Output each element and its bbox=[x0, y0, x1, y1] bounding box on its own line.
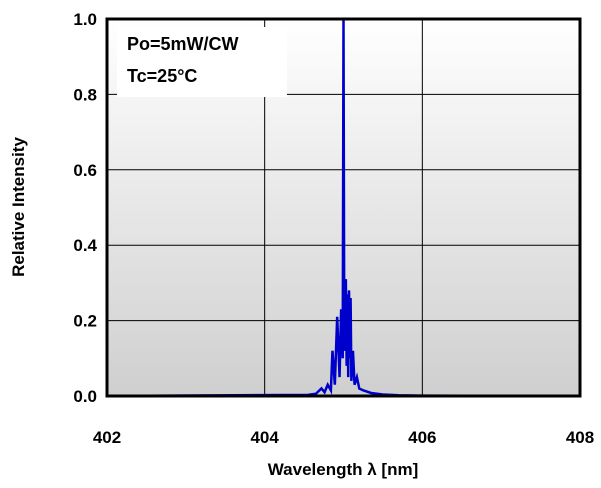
annotation-box bbox=[117, 27, 287, 97]
y-tick-label: 0.4 bbox=[73, 236, 97, 255]
x-tick-labels: 402 404 406 408 bbox=[93, 428, 594, 447]
x-tick-label: 406 bbox=[408, 428, 436, 447]
y-tick-label: 1.0 bbox=[73, 10, 97, 29]
plot-frame bbox=[105, 17, 582, 398]
y-tick-label: 0.6 bbox=[73, 161, 97, 180]
x-tick-label: 404 bbox=[250, 428, 279, 447]
y-tick-label: 0.2 bbox=[73, 312, 97, 331]
annotation-power: Po=5mW/CW bbox=[127, 34, 239, 54]
y-tick-label: 0.0 bbox=[73, 387, 97, 406]
series-group bbox=[106, 18, 581, 398]
series-line-0 bbox=[106, 18, 581, 398]
x-tick-label: 408 bbox=[566, 428, 594, 447]
x-tick-label: 402 bbox=[93, 428, 121, 447]
y-tick-label: 0.8 bbox=[73, 85, 97, 104]
y-axis-label: Relative Intensity bbox=[9, 137, 28, 277]
x-axis-label: Wavelength λ [nm] bbox=[268, 460, 419, 479]
annotation-temperature: Tc=25°C bbox=[127, 66, 197, 86]
y-tick-labels: 0.0 0.2 0.4 0.6 0.8 1.0 bbox=[73, 10, 97, 406]
